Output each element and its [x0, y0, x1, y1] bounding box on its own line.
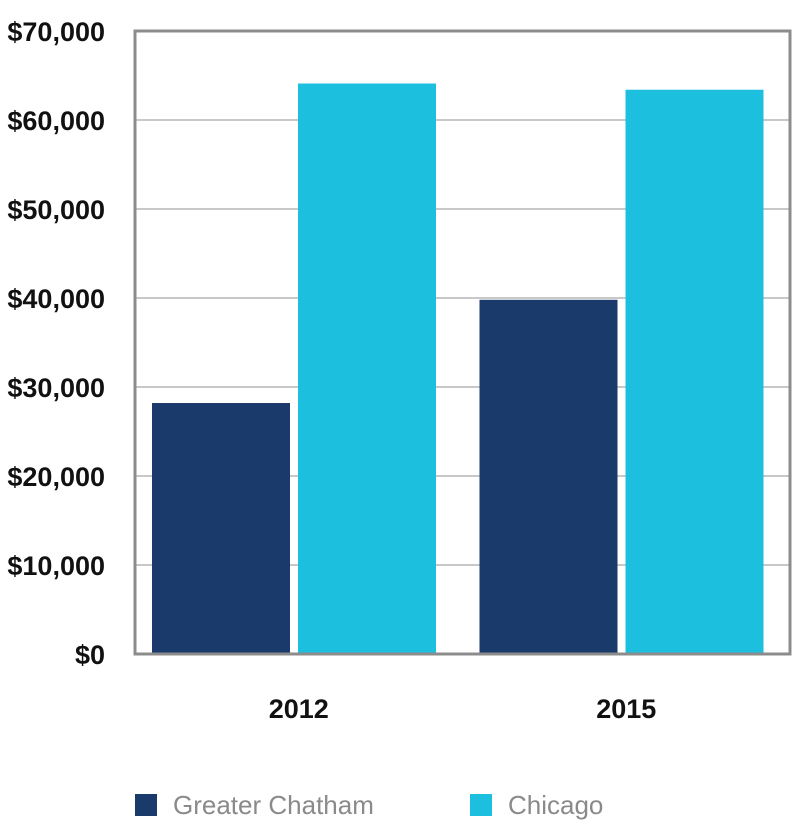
legend-label: Chicago	[508, 790, 603, 820]
y-tick-label: $10,000	[7, 551, 105, 581]
y-tick-label: $40,000	[7, 284, 105, 314]
legend-label: Greater Chatham	[173, 790, 374, 820]
y-tick-label: $70,000	[7, 17, 105, 47]
y-tick-label: $60,000	[7, 106, 105, 136]
y-tick-label: $50,000	[7, 195, 105, 225]
plot-frame	[133, 29, 792, 656]
bar-greater-chatham-2012	[152, 403, 290, 654]
y-tick-label: $0	[75, 640, 105, 670]
y-tick-label: $30,000	[7, 373, 105, 403]
bar-chicago-2012	[298, 83, 436, 654]
x-tick-label: 2012	[269, 694, 329, 724]
x-tick-label: 2015	[596, 694, 656, 724]
legend-swatch	[135, 794, 157, 816]
y-tick-label: $20,000	[7, 462, 105, 492]
bar-greater-chatham-2015	[479, 299, 618, 654]
bar-chicago-2015	[625, 89, 764, 655]
legend-swatch	[470, 794, 492, 816]
